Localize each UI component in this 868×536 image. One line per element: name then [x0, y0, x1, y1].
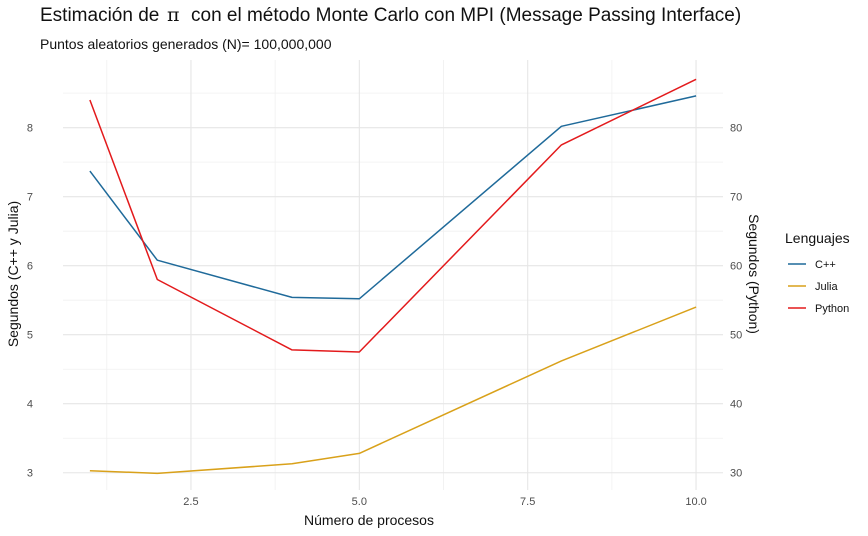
legend-label: Julia — [815, 281, 839, 293]
x-tick-label: 10.0 — [685, 496, 706, 508]
y-tick-label: 3 — [27, 468, 33, 480]
legend-title: Lenguajes — [785, 230, 850, 246]
x-tick-label: 7.5 — [520, 496, 535, 508]
series-line-cpp — [89, 95, 697, 300]
series-lines — [89, 78, 697, 475]
legend-label: C++ — [815, 259, 836, 271]
x-tick-label: 5.0 — [352, 496, 367, 508]
y-secondary-tick-label: 40 — [730, 399, 742, 411]
y-axis-title: Segundos (C++ y Julia) — [5, 201, 21, 347]
legend: Lenguajes C++ Julia Python — [785, 230, 850, 315]
tick-labels: 2.5 5.0 7.5 10.0 3 4 5 6 7 8 30 40 50 60 70 80 — [27, 123, 742, 508]
legend-items: C++ Julia Python — [788, 259, 849, 315]
y-secondary-tick-label: 70 — [730, 192, 742, 204]
chart-title-part-1: Estimación de — [40, 5, 159, 26]
y-secondary-tick-label: 30 — [730, 468, 742, 480]
chart-title: Estimación de π con el método Monte Carl… — [40, 4, 741, 26]
y-secondary-tick-label: 60 — [730, 261, 742, 273]
y-secondary-tick-label: 80 — [730, 123, 742, 135]
legend-label: Python — [815, 303, 849, 315]
pi-symbol: π — [167, 4, 180, 26]
chart-title-part-2: con el método Monte Carlo con MPI (Messa… — [191, 5, 741, 26]
chart-subtitle: Puntos aleatorios generados (N)= 100,000… — [40, 36, 332, 52]
y-tick-label: 8 — [27, 123, 33, 135]
y-tick-label: 5 — [27, 330, 33, 342]
y-tick-label: 6 — [27, 261, 33, 273]
y-tick-label: 4 — [27, 399, 33, 411]
grid — [63, 60, 723, 490]
x-axis-title: Número de procesos — [304, 512, 434, 528]
y-axis-secondary-title: Segundos (Python) — [746, 214, 762, 334]
series-line-julia — [89, 306, 697, 475]
y-secondary-tick-label: 50 — [730, 330, 742, 342]
x-tick-label: 2.5 — [183, 496, 198, 508]
y-tick-label: 7 — [27, 192, 33, 204]
series-line-python — [89, 78, 697, 353]
